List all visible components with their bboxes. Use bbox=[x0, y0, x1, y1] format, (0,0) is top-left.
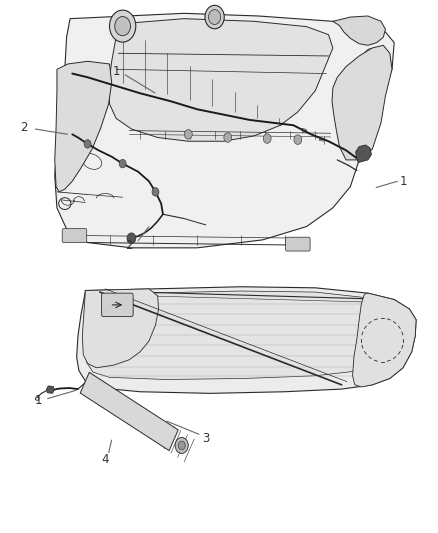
Circle shape bbox=[294, 135, 302, 144]
Polygon shape bbox=[85, 291, 394, 379]
Polygon shape bbox=[356, 145, 371, 163]
Circle shape bbox=[184, 130, 192, 139]
Circle shape bbox=[115, 17, 131, 36]
Circle shape bbox=[119, 159, 126, 168]
FancyBboxPatch shape bbox=[62, 229, 87, 243]
Text: 1: 1 bbox=[112, 66, 120, 78]
Text: 2: 2 bbox=[125, 239, 133, 252]
Circle shape bbox=[110, 10, 136, 42]
Circle shape bbox=[127, 233, 136, 244]
Text: 1: 1 bbox=[35, 394, 42, 407]
Circle shape bbox=[208, 10, 221, 25]
Polygon shape bbox=[82, 289, 159, 368]
Circle shape bbox=[263, 134, 271, 143]
Circle shape bbox=[224, 133, 232, 142]
Text: 4: 4 bbox=[101, 453, 109, 466]
Polygon shape bbox=[333, 16, 385, 45]
Polygon shape bbox=[46, 386, 54, 393]
Polygon shape bbox=[80, 373, 178, 450]
Text: 3: 3 bbox=[202, 432, 209, 445]
Circle shape bbox=[205, 5, 224, 29]
Circle shape bbox=[152, 188, 159, 196]
Polygon shape bbox=[55, 13, 394, 248]
FancyBboxPatch shape bbox=[286, 237, 310, 251]
FancyBboxPatch shape bbox=[102, 293, 133, 317]
Circle shape bbox=[84, 140, 91, 148]
Circle shape bbox=[175, 438, 188, 454]
Text: 2: 2 bbox=[20, 122, 28, 134]
Polygon shape bbox=[109, 19, 333, 141]
Circle shape bbox=[178, 441, 185, 450]
Polygon shape bbox=[332, 45, 392, 160]
Polygon shape bbox=[77, 287, 416, 393]
Text: 1: 1 bbox=[399, 175, 407, 188]
Polygon shape bbox=[353, 293, 416, 387]
Polygon shape bbox=[55, 61, 112, 192]
